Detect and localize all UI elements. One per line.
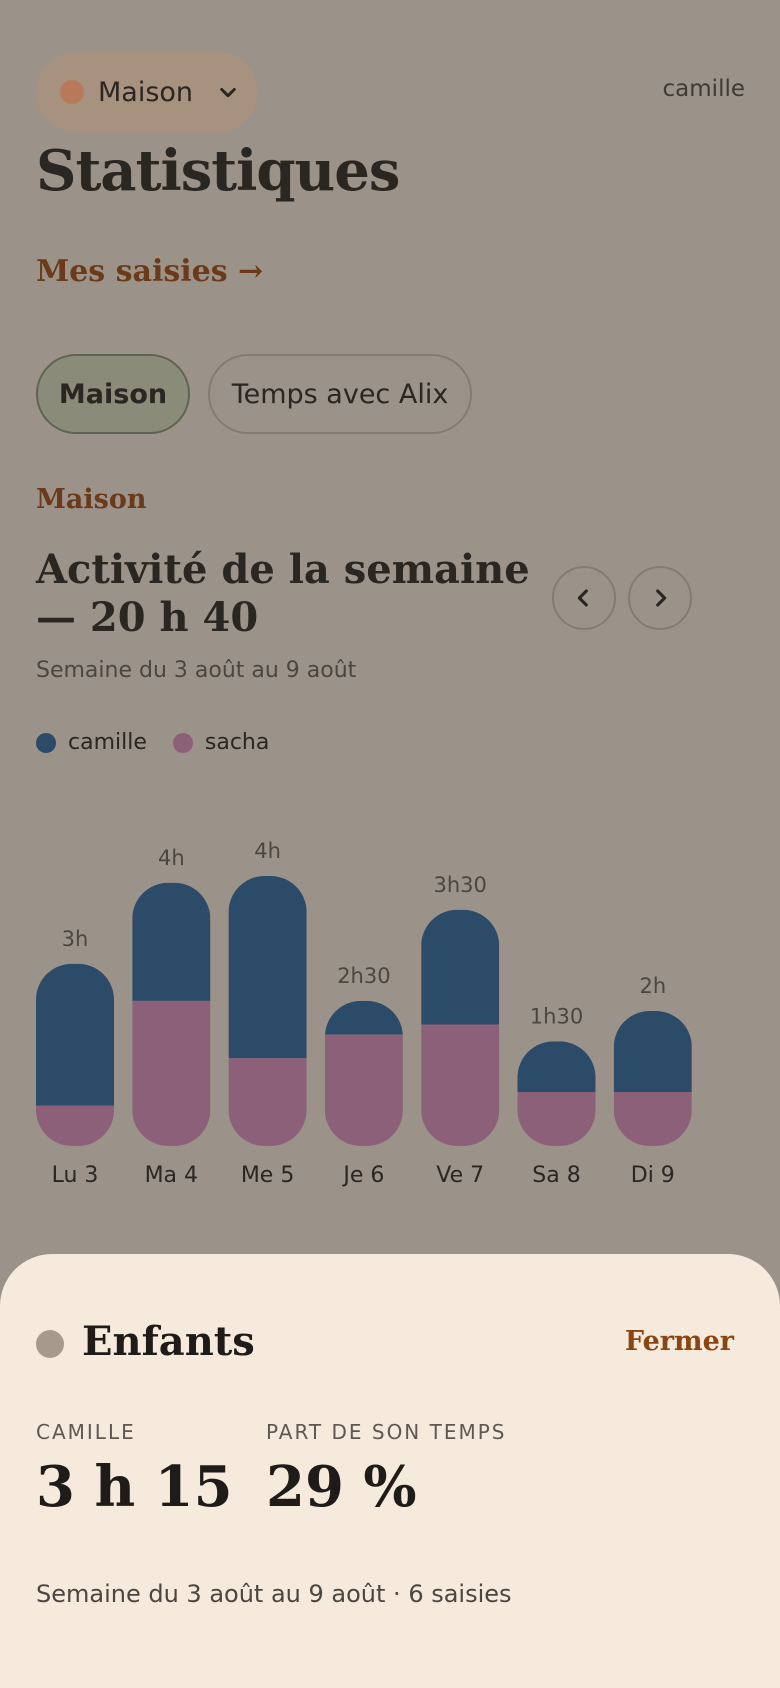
- bar-segment-camille: [228, 876, 307, 1059]
- x-axis-tick-label: Sa 8: [532, 1163, 580, 1188]
- x-axis-tick-label: Ve 7: [436, 1163, 484, 1188]
- legend-item-sacha: sacha: [172, 730, 270, 755]
- bar-total-label: 4h: [254, 839, 281, 863]
- x-axis-tick-label: Me 5: [241, 1163, 295, 1188]
- bar-segment-camille: [517, 1041, 596, 1092]
- legend-swatch-camille: [36, 732, 56, 753]
- bar-segment-sacha: [324, 1034, 403, 1146]
- space-selector[interactable]: Maison: [36, 52, 258, 132]
- sheet-footer: Semaine du 3 août au 9 août · 6 saisies: [36, 1580, 512, 1608]
- bar-total-label: 3h30: [433, 873, 486, 897]
- bar-segment-sacha: [517, 1092, 596, 1146]
- previous-week-button[interactable]: [552, 566, 616, 630]
- x-axis-tick-label: Ma 4: [145, 1163, 198, 1188]
- bar-segment-sacha: [132, 1000, 211, 1146]
- chart-title: Activité de la semaine — 20 h 40: [36, 546, 530, 641]
- next-week-button[interactable]: [628, 566, 692, 630]
- bar-group[interactable]: [324, 1000, 403, 1146]
- chevron-left-icon: [577, 589, 588, 607]
- bar-group[interactable]: [36, 963, 114, 1146]
- legend-item-camille: camille: [36, 730, 147, 755]
- bar-group[interactable]: [613, 1011, 692, 1146]
- chart-legend: camille sacha: [36, 730, 283, 755]
- chevron-down-icon: [220, 88, 236, 98]
- legend-swatch-sacha: [172, 732, 193, 753]
- bar-segment-camille: [421, 909, 500, 1025]
- section-label: Maison: [36, 484, 147, 515]
- stat-share-label: PART DE SON TEMPS: [266, 1420, 507, 1444]
- week-range: Semaine du 3 août au 9 août: [36, 658, 357, 683]
- page-title: Statistiques: [36, 138, 400, 204]
- bar-segment-sacha: [421, 1024, 500, 1146]
- bar-segment-sacha: [36, 1105, 114, 1146]
- legend-label-sacha: sacha: [204, 730, 270, 755]
- bar-group[interactable]: [421, 909, 500, 1146]
- legend-label-camille: camille: [68, 730, 147, 755]
- x-axis-tick-label: Je 6: [341, 1163, 384, 1188]
- category-color-dot: [36, 1330, 64, 1358]
- bar-total-label: 1h30: [530, 1004, 583, 1028]
- tab-maison[interactable]: Maison: [36, 354, 190, 434]
- weekly-activity-chart: 3h Lu 3 4h Ma 4 4h Me 5 2h30 Je 6 3h30 Ve 7 1h30 Sa…: [36, 839, 692, 1188]
- bar-group[interactable]: [132, 882, 211, 1146]
- chevron-right-icon: [656, 589, 667, 607]
- x-axis-tick-label: Di 9: [631, 1163, 675, 1188]
- tab-temps-avec-alix[interactable]: Temps avec Alix: [208, 354, 472, 434]
- bar-total-label: 3h: [62, 927, 89, 951]
- bar-group[interactable]: [228, 876, 307, 1146]
- bar-group[interactable]: [517, 1041, 596, 1146]
- stat-user-label: CAMILLE: [36, 1420, 136, 1444]
- bar-segment-camille: [132, 882, 211, 1001]
- bar-total-label: 2h30: [337, 964, 390, 988]
- bar-segment-camille: [613, 1011, 692, 1092]
- close-button[interactable]: Fermer: [624, 1326, 734, 1357]
- space-selector-label: Maison: [98, 76, 194, 108]
- my-entries-link[interactable]: Mes saisies →: [36, 254, 264, 289]
- detail-sheet: Enfants Fermer CAMILLE 3 h 15 PART DE SO…: [0, 1254, 780, 1688]
- bar-segment-camille: [324, 1000, 403, 1035]
- space-color-dot: [60, 80, 84, 104]
- x-axis-tick-label: Lu 3: [52, 1163, 99, 1188]
- bar-total-label: 2h: [639, 974, 666, 998]
- bar-segment-sacha: [228, 1058, 307, 1146]
- bar-total-label: 4h: [158, 846, 185, 870]
- sheet-title: Enfants: [82, 1318, 255, 1365]
- bar-segment-camille: [36, 963, 114, 1106]
- bar-segment-sacha: [613, 1092, 692, 1146]
- stat-user-value: 3 h 15: [36, 1454, 233, 1520]
- stat-share-value: 29 %: [266, 1454, 417, 1520]
- user-name[interactable]: camille: [662, 76, 745, 102]
